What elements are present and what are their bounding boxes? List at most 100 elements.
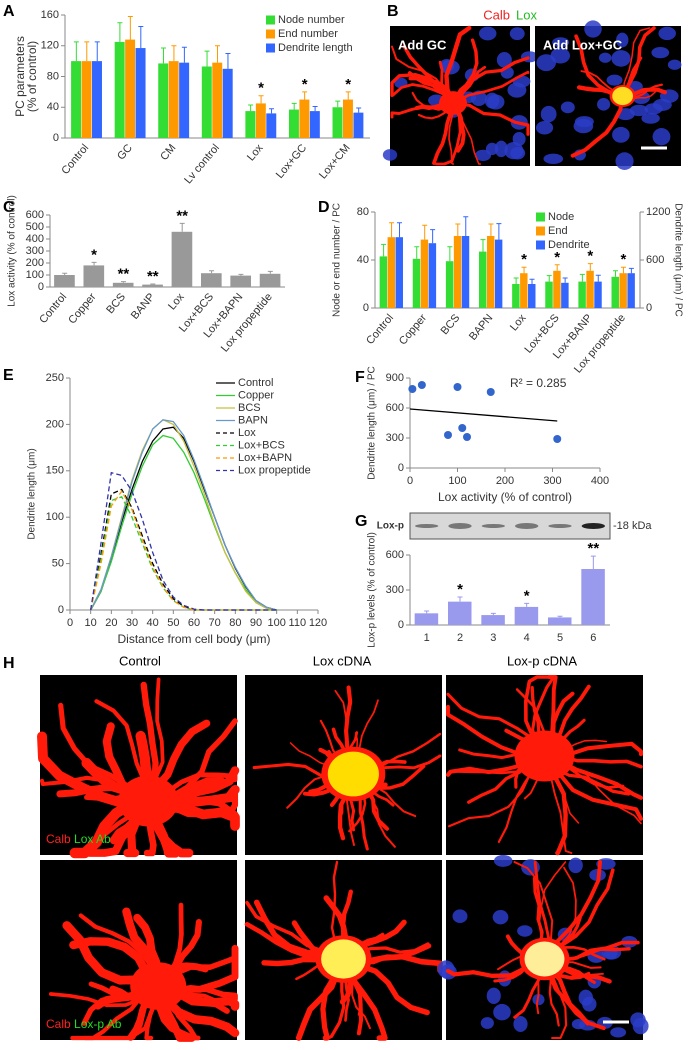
y-tick-label: 80 [47,70,59,82]
error-bar [422,224,428,240]
bar [428,243,437,308]
bar [135,48,146,138]
bar [420,239,429,308]
bar [445,261,454,308]
error-bar [302,91,308,100]
y-tick-label: 0 [398,462,404,474]
y2-tick-label: 1200 [646,206,670,218]
y-tick-label: 500 [26,221,44,233]
x-tick-label: 300 [543,475,561,487]
error-bar [225,52,231,69]
error-bar [160,47,166,64]
bar [168,61,179,138]
nucleus [486,987,501,1004]
y-tick-label: 50 [52,558,64,570]
nucleus [480,1017,494,1029]
y-tick-label: 0 [58,604,64,616]
error-bar [381,243,387,257]
bar [414,613,439,625]
error-bar [587,263,593,271]
bar [627,273,635,308]
stain-label: Calb [46,1017,71,1031]
error-bar [414,246,420,259]
y-axis-label: Dendrite length (μm) / PC [367,366,378,480]
error-bar [557,615,563,618]
blot-label: Lox-p [377,521,404,532]
scatter-point [463,433,471,441]
error-bar [356,107,362,113]
panel-label: H [3,655,15,672]
error-bar [312,105,318,112]
nucleus [652,128,671,146]
annotation: R² = 0.285 [510,376,567,390]
y-tick-label: 120 [41,40,59,52]
nucleus [667,59,682,70]
nucleus [513,1016,528,1033]
bar [81,61,92,138]
y-tick-label: 300 [26,245,44,257]
micrograph [37,675,240,859]
error-bar [258,95,264,104]
significance: * [258,80,264,97]
error-bar [117,22,123,42]
y-tick-label: 150 [46,465,64,477]
scatter-point [444,431,452,439]
error-bar [204,50,210,67]
bar [259,273,281,287]
y-tick-label: 200 [46,418,64,430]
lox-signal [327,751,379,797]
stain-label: Calb Lox Ab [46,832,111,846]
legend-label: Lox+BCS [238,439,285,451]
nucleus [517,925,533,937]
error-bar [291,102,297,110]
x-tick-label: BCS [104,291,128,316]
legend: Node End Dendrite [536,211,590,251]
x-tick-label: 30 [126,617,138,629]
bar [586,270,594,308]
cell-body [130,962,187,1010]
bar [581,569,605,625]
nucleus [606,74,623,86]
significance: * [587,248,593,265]
error-bar [73,41,79,62]
panel-label: C [3,199,15,216]
error-bar [248,104,254,112]
x-tick-label: 6 [590,632,596,644]
error-bar [496,223,502,240]
x-tick-label: 1 [424,632,430,644]
error-bar [579,273,585,282]
lox-signal [524,941,565,977]
error-bar [620,266,626,274]
blot-label: -18 kDa [613,520,652,532]
error-bar [524,602,530,607]
nucleus [611,50,631,67]
bar [125,39,136,138]
significance: * [91,246,97,263]
nucleus [632,1017,649,1035]
error-bar [389,222,395,238]
legend-label: Node number [278,14,345,26]
bar [255,103,266,138]
y-tick-label: 80 [357,206,369,218]
dendrite [451,56,530,105]
nucleus [536,54,556,72]
dendrite [451,70,530,105]
y-tick-label: 250 [46,372,64,384]
bar [288,109,299,138]
x-tick-label: 70 [209,617,221,629]
bar [114,41,125,138]
x-tick-label: 0 [67,617,73,629]
panel-label: E [3,367,14,384]
x-tick-label: 120 [309,617,327,629]
x-tick-label: GC [115,142,135,162]
bar [112,282,134,287]
dendrite [434,101,462,166]
nucleus [504,142,524,160]
y-tick-label: 600 [386,549,404,561]
trendline [409,408,558,422]
nucleus [578,989,593,1006]
x-axis-label: Distance from cell body (μm) [118,632,271,646]
blot-band [448,523,472,529]
nucleus [615,152,634,170]
